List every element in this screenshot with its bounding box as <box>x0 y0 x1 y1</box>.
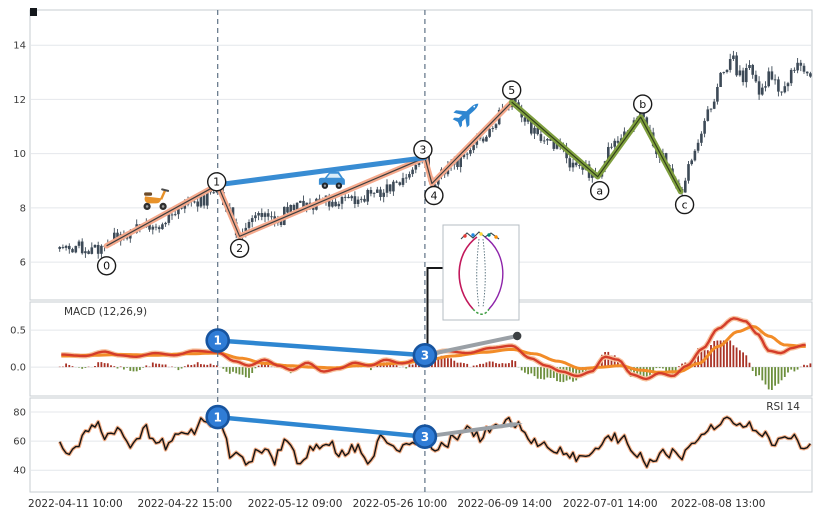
macd-marker-text-3: 3 <box>421 348 429 362</box>
macd-title: MACD (12,26,9) <box>64 306 147 318</box>
wave-label-5[interactable] <box>502 80 522 100</box>
rsi-line <box>59 416 811 468</box>
x-tick-label: 2022-04-22 15:00 <box>138 498 233 510</box>
macd-projection-line-dot <box>513 331 522 341</box>
impulse-wave-core <box>106 101 513 247</box>
wave-label-text-2: 2 <box>236 242 243 255</box>
y-tick-label: 40 <box>13 466 26 477</box>
wave-label-2[interactable] <box>229 238 250 259</box>
macd-divergence-line[interactable] <box>215 338 428 358</box>
y-tick-label: 6 <box>20 258 26 269</box>
scooter-icon <box>143 188 170 210</box>
plane-icon <box>452 103 479 128</box>
wave-label-4[interactable] <box>424 185 444 206</box>
wave-label-text-c: c <box>682 198 688 211</box>
y-tick-label: 0.5 <box>10 326 26 337</box>
macd-marker-3[interactable] <box>412 342 438 368</box>
price-divergence-line[interactable] <box>215 155 428 188</box>
wave-label-3[interactable] <box>413 139 433 160</box>
x-tick-label: 2022-04-11 10:00 <box>28 498 123 510</box>
wave-label-text-5: 5 <box>508 84 515 97</box>
wave-label-c[interactable] <box>674 194 695 215</box>
rsi-marker-text-1: 1 <box>214 410 222 424</box>
rsi-marker-text-3: 3 <box>421 430 429 444</box>
rsi-title: RSI 14 <box>766 401 800 413</box>
wave-label-a[interactable] <box>590 180 610 201</box>
x-tick-label: 2022-07-01 14:00 <box>563 498 658 510</box>
wave-label-0[interactable] <box>96 256 117 276</box>
wave-label-text-1: 1 <box>213 176 220 189</box>
y-tick-label: 12 <box>13 95 26 106</box>
y-tick-label: 0.0 <box>10 363 26 374</box>
macd-marker-text-1: 1 <box>214 334 222 348</box>
macd-projection-line <box>422 334 520 358</box>
rsi-projection-line <box>422 422 517 439</box>
car-icon <box>318 171 345 189</box>
correction-wave-core <box>511 101 682 192</box>
wave-label-text-b: b <box>639 98 646 111</box>
rsi-projection-line-arrow <box>509 422 523 428</box>
x-tick-label: 2022-06-09 14:00 <box>457 498 552 510</box>
rsi-divergence-line[interactable] <box>215 414 428 439</box>
wave-label-text-a: a <box>596 184 603 197</box>
macd-marker-1[interactable] <box>205 328 230 353</box>
inset-thumbnail[interactable] <box>442 224 520 321</box>
wave-label-text-0: 0 <box>103 260 110 273</box>
rsi-marker-3[interactable] <box>412 424 438 450</box>
x-tick-label: 2022-05-12 09:00 <box>248 498 343 510</box>
wave-label-text-3: 3 <box>419 144 426 157</box>
wave-label-text-4: 4 <box>430 189 437 202</box>
y-tick-label: 10 <box>13 149 26 160</box>
inset-connector <box>426 267 443 344</box>
corner-marker <box>30 8 37 16</box>
inset-art <box>458 231 504 316</box>
wave-label-b[interactable] <box>633 94 653 114</box>
x-tick-label: 2022-08-08 13:00 <box>671 498 766 510</box>
y-tick-label: 8 <box>20 203 26 214</box>
y-tick-label: 60 <box>13 437 26 448</box>
y-tick-label: 14 <box>13 41 26 52</box>
y-tick-label: 80 <box>13 408 26 419</box>
wave-label-1[interactable] <box>206 172 227 192</box>
x-tick-label: 2022-05-26 10:00 <box>353 498 448 510</box>
rsi-marker-1[interactable] <box>205 404 230 430</box>
